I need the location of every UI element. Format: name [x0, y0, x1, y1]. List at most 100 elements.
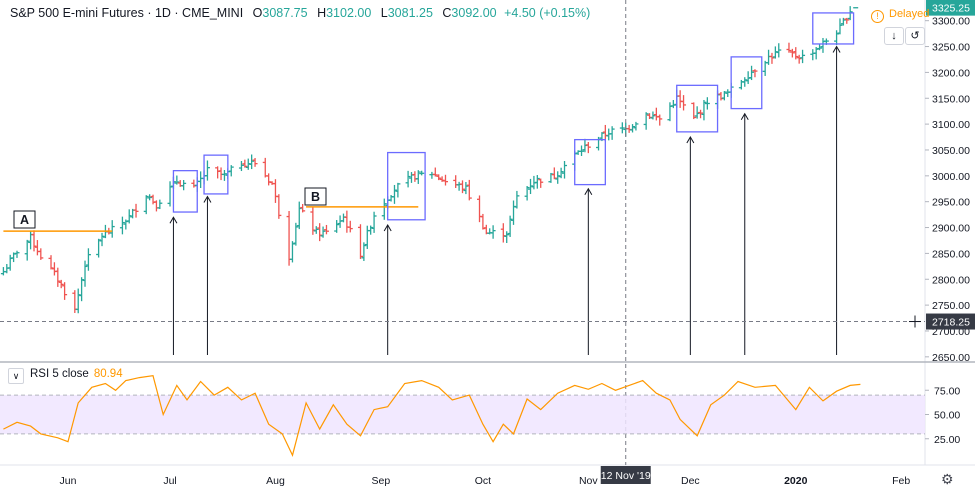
rsi-tick-label: 75.00 — [934, 385, 960, 397]
ohlc-bar-up — [96, 238, 102, 258]
ohlc-bar-up — [555, 171, 561, 184]
ohlc-bar-up — [667, 102, 673, 122]
ohlc-bar-down — [789, 48, 795, 58]
ohlc-bar-down — [242, 159, 248, 168]
annotation-a-box — [13, 210, 36, 229]
ohlc-bar-up — [198, 171, 204, 189]
ohlc-bar-up — [126, 209, 132, 224]
x-tick-label: Sep — [372, 475, 391, 487]
ohlc-bar-up — [143, 195, 149, 215]
ohlc-bar-down — [677, 90, 683, 108]
ohlc-bar-down — [681, 95, 687, 111]
y-tick-label: 3050.00 — [932, 145, 970, 157]
ohlc-bar-up — [157, 199, 163, 210]
x-tick-label: 2020 — [784, 475, 808, 487]
ohlc-bar-up — [249, 154, 255, 170]
ohlc-bar-up — [320, 226, 326, 238]
ohlc-bar-down — [266, 173, 272, 186]
ohlc-bar-down — [347, 220, 353, 233]
y-tick-label: 2750.00 — [932, 300, 970, 312]
highlight-box — [172, 170, 198, 213]
ohlc-bar-up — [776, 43, 782, 58]
y-tick-label: 3250.00 — [932, 42, 970, 54]
last-price-label: 3325.25 — [932, 3, 970, 15]
ohlc-bar-down — [34, 240, 40, 256]
arrow-head — [832, 45, 841, 53]
ohlc-bar-down — [38, 248, 44, 260]
arrow-head — [740, 112, 749, 121]
ohlc-bar-up — [391, 184, 397, 204]
ohlc-bar-down — [436, 174, 442, 181]
ohlc-bar-down — [31, 230, 37, 252]
ohlc-bar-down — [653, 107, 659, 121]
ohlc-bar-up — [238, 160, 244, 172]
annotation-b: B — [304, 187, 327, 206]
arrow — [203, 195, 212, 355]
ohlc-bar-down — [453, 175, 459, 189]
ohlc-bar-up — [534, 175, 540, 189]
ohlc-bar-up — [670, 100, 676, 109]
high-label: H — [317, 6, 327, 20]
ohlc-bar-down — [317, 223, 323, 242]
highlight-box — [203, 154, 229, 195]
ohlc-bar-up — [4, 264, 10, 274]
ohlc-bar-up — [109, 220, 115, 238]
ohlc-bar-down — [62, 282, 68, 300]
y-tick-label: 3150.00 — [932, 93, 970, 105]
y-tick-label: 2850.00 — [932, 248, 970, 260]
ohlc-bar-up — [609, 126, 615, 140]
x-tick-label: Oct — [475, 475, 491, 487]
ohlc-bar-up — [650, 111, 656, 120]
reset-view-button[interactable]: ↺ — [905, 27, 925, 45]
ohlc-bar-up — [507, 215, 513, 237]
ohlc-bar-down — [133, 203, 139, 218]
rsi-title: RSI 5 close — [30, 368, 89, 380]
ohlc-bar-up — [524, 185, 530, 201]
ohlc-bar-up — [415, 170, 421, 184]
ohlc-bar-up — [361, 242, 367, 261]
arrow-head — [169, 216, 178, 224]
ohlc-bar-up — [579, 145, 585, 156]
ohlc-bar-down — [432, 167, 438, 177]
y-tick-label: 3300.00 — [932, 16, 970, 28]
ohlc-bar-down — [272, 179, 278, 203]
close-value: 3092.00 — [451, 6, 497, 20]
crosshair-price-label: 2718.25 — [932, 317, 970, 329]
scroll-down-button[interactable]: ↓ — [884, 27, 904, 45]
ohlc-bar-down — [844, 17, 850, 24]
ohlc-bar-up — [119, 216, 125, 235]
ohlc-bar-up — [85, 248, 91, 271]
ohlc-bar-down — [585, 142, 591, 154]
ohlc-bar-down — [793, 47, 799, 60]
ohlc-bar-down — [718, 92, 724, 101]
arrow — [686, 136, 695, 355]
y-tick-label: 2650.00 — [932, 352, 970, 364]
arrow — [832, 45, 841, 355]
ohlc-bar-down — [310, 206, 316, 235]
rsi-tick-label: 25.00 — [934, 434, 960, 446]
ohlc-bar-up — [99, 232, 105, 247]
ohlc-bar-up — [701, 99, 707, 121]
highlight-box — [676, 84, 719, 133]
ohlc-bar-up — [228, 165, 234, 177]
ohlc-bar-down — [500, 223, 506, 243]
ohlc-bar-up — [800, 49, 806, 64]
settings-gear-icon[interactable]: ⚙ — [941, 471, 954, 487]
ohlc-bar-up — [293, 222, 299, 246]
x-tick-label: Dec — [681, 475, 700, 487]
close-label: C — [442, 6, 452, 20]
ohlc-bar-up — [147, 194, 153, 201]
ohlc-bar-up — [429, 171, 435, 179]
ohlc-bar-up — [810, 49, 816, 61]
chevron-down-icon[interactable]: ∨ — [8, 368, 24, 384]
ohlc-bar-down — [55, 267, 61, 287]
delayed-status[interactable]: ! Delayed — [871, 8, 929, 23]
ohlc-bar-up — [79, 277, 85, 302]
symbol-title[interactable]: S&P 500 E-mini Futures · 1D · CME_MINI — [10, 6, 244, 20]
arrow — [383, 223, 392, 355]
ohlc-bar-down — [538, 178, 544, 188]
ohlc-bar-down — [657, 114, 663, 126]
rsi-band — [0, 395, 925, 434]
highlight-box — [574, 138, 606, 186]
